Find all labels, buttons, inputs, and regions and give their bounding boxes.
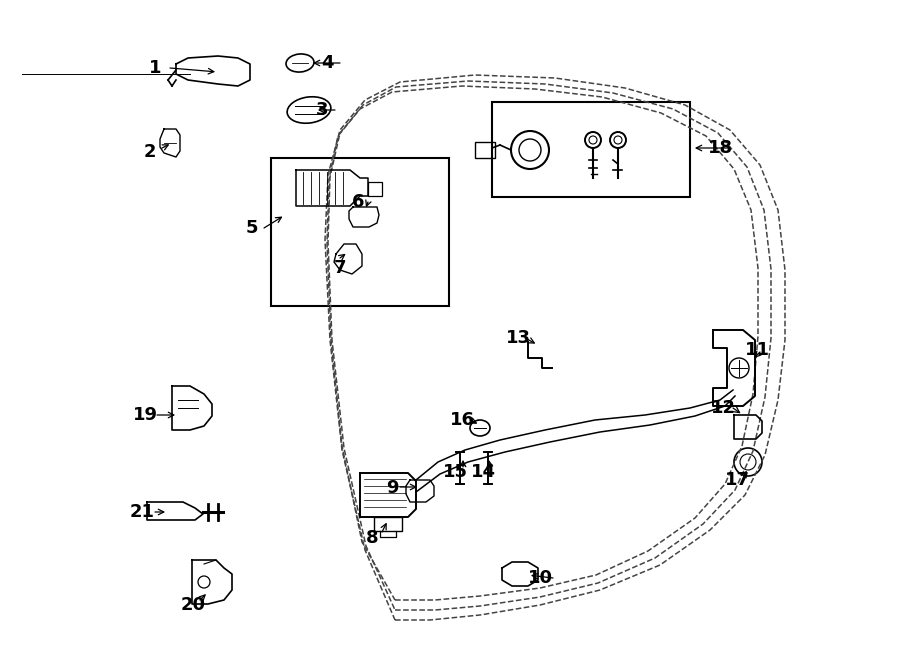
Text: 6: 6	[352, 193, 365, 211]
Text: 20: 20	[181, 596, 205, 614]
Bar	[271, 158, 449, 306]
Text: 19: 19	[132, 406, 157, 424]
Text: 18: 18	[707, 139, 733, 157]
Bar	[492, 102, 690, 197]
Text: 11: 11	[744, 341, 770, 359]
Text: 8: 8	[365, 529, 378, 547]
Text: 21: 21	[130, 503, 155, 521]
Text: 4: 4	[320, 54, 333, 72]
Bar	[374, 517, 402, 531]
Bar	[368, 182, 382, 196]
Text: 17: 17	[724, 471, 750, 489]
Text: 1: 1	[148, 59, 161, 77]
Text: 13: 13	[506, 329, 530, 347]
Text: 14: 14	[471, 463, 496, 481]
Text: 15: 15	[443, 463, 467, 481]
Bar	[475, 142, 495, 158]
Text: 5: 5	[246, 219, 258, 237]
Text: 16: 16	[449, 411, 474, 429]
Text: 12: 12	[710, 399, 735, 417]
Text: 9: 9	[386, 479, 398, 497]
Text: 2: 2	[144, 143, 157, 161]
Text: 3: 3	[316, 101, 328, 119]
Text: 10: 10	[527, 569, 553, 587]
Text: 7: 7	[334, 259, 346, 277]
